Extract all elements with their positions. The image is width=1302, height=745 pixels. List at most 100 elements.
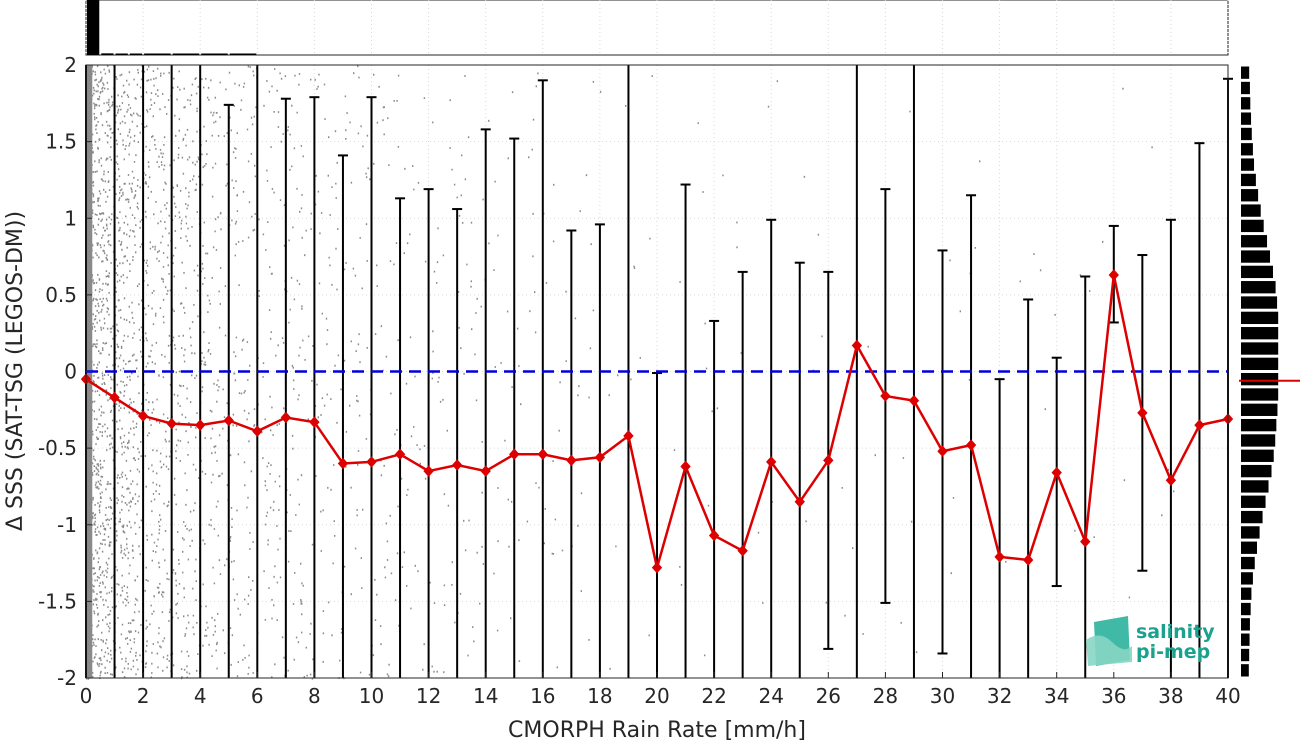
top-hist-bar [101,53,114,55]
main-plot: 0 2 4 6 8 10 12 14 16 18 20 22 24 26 28 30 32 34 36 38 40 -2… [38,53,1241,708]
mean-marker [1137,407,1148,419]
y-tick-label: 2 [64,53,77,77]
error-bars [85,65,1233,678]
x-tick-label: 12 [416,684,441,708]
mean-marker [509,448,520,461]
right-hist-bar [1241,357,1279,370]
mean-marker [623,430,634,442]
y-axis-ticks: -2 -1.5 -1 -0.5 0 0.5 1 1.5 2 [38,53,92,690]
right-hist-bar [1241,281,1276,294]
top-marginal-histogram [85,0,1229,56]
x-tick-label: 16 [530,684,555,708]
mean-marker [851,339,863,352]
logo-wave-shadow [1086,635,1132,666]
mean-marker [166,417,177,430]
x-tick-label: 32 [987,684,1012,708]
mean-marker [680,460,691,473]
y-tick-label: 1.5 [45,130,77,154]
x-tick-label: 22 [701,684,726,708]
right-hist-bar [1241,296,1278,309]
right-hist-bar [1241,66,1250,79]
right-hist-bar [1241,388,1279,401]
right-hist-bar [1241,342,1279,355]
y-axis-title: Δ SSS (SAT-TSG (LEGOS-DM)) [3,211,28,531]
right-hist-bar [1241,648,1250,662]
right-hist-bar [1241,81,1250,95]
logo-line2: pi-mep [1136,641,1210,663]
right-hist-bars [1241,66,1279,677]
top-hist-bar [144,53,171,55]
y-tick-label: 1 [64,206,77,230]
right-hist-bar [1241,664,1249,677]
right-hist-bar [1241,250,1271,263]
x-tick-label: 8 [308,684,321,708]
mean-marker [195,419,206,431]
x-tick-label: 30 [930,684,955,708]
y-tick-label: 0.5 [45,283,77,307]
x-tick-label: 6 [251,684,264,708]
mean-marker [137,410,149,422]
x-tick-label: 20 [644,684,669,708]
mean-marker [908,394,920,407]
top-hist-bars [87,0,257,55]
right-hist-bar [1241,556,1255,570]
mean-marker [394,448,406,461]
right-hist-bar [1241,127,1252,141]
binned-mean-series [80,269,1234,574]
x-axis-title: CMORPH Rain Rate [mm/h] [508,718,806,743]
y-tick-label: 0 [64,360,77,384]
mean-marker [252,425,263,438]
mean-marker [708,529,720,542]
right-hist-bar [1241,633,1250,646]
right-hist-bar [1241,204,1261,217]
mean-marker [337,457,349,470]
right-hist-bar [1241,618,1250,631]
y-tick-label: -1 [57,513,77,537]
right-hist-bar [1241,373,1279,386]
x-tick-label: 24 [758,684,783,708]
x-tick-label: 4 [194,684,207,708]
mean-marker [451,459,463,471]
right-hist-bar [1241,158,1255,171]
mean-marker [537,448,548,461]
x-tick-label: 10 [359,684,384,708]
x-tick-label: 40 [1215,684,1240,708]
top-hist-bar [201,53,228,55]
logo-line1: salinity [1136,621,1215,643]
mean-marker [366,456,377,468]
top-hist-bar [229,53,257,55]
mean-marker [1022,554,1034,566]
y-tick-label: -0.5 [38,436,77,460]
mean-marker [280,411,292,424]
mean-marker [594,451,606,464]
mean-marker [823,454,834,467]
top-hist-bar [129,53,143,55]
x-tick-label: 26 [816,684,841,708]
top-hist-bar [87,0,100,55]
x-tick-label: 34 [1044,684,1069,708]
right-hist-bar [1241,541,1257,554]
top-hist-bar [172,53,200,55]
right-hist-bar [1241,587,1252,600]
right-hist-bar [1241,235,1268,248]
mean-marker [737,545,748,557]
mean-marker [651,561,663,574]
right-hist-bar [1241,403,1278,416]
mean-marker [1194,419,1205,431]
right-hist-bar [1241,495,1266,508]
x-tick-label: 18 [587,684,612,708]
mean-marker [566,454,577,467]
mean-marker [965,439,977,451]
x-tick-label: 38 [1158,684,1183,708]
right-hist-bar [1241,189,1259,202]
top-hist-bar [115,53,128,55]
mean-marker [423,465,434,477]
mean-marker [1108,269,1119,281]
right-marginal-histogram [1239,66,1300,677]
x-tick-label: 0 [80,684,93,708]
top-hist-frame [85,0,1229,56]
right-hist-bar [1241,173,1256,187]
mean-marker [1080,535,1091,548]
right-hist-bar [1241,418,1277,432]
